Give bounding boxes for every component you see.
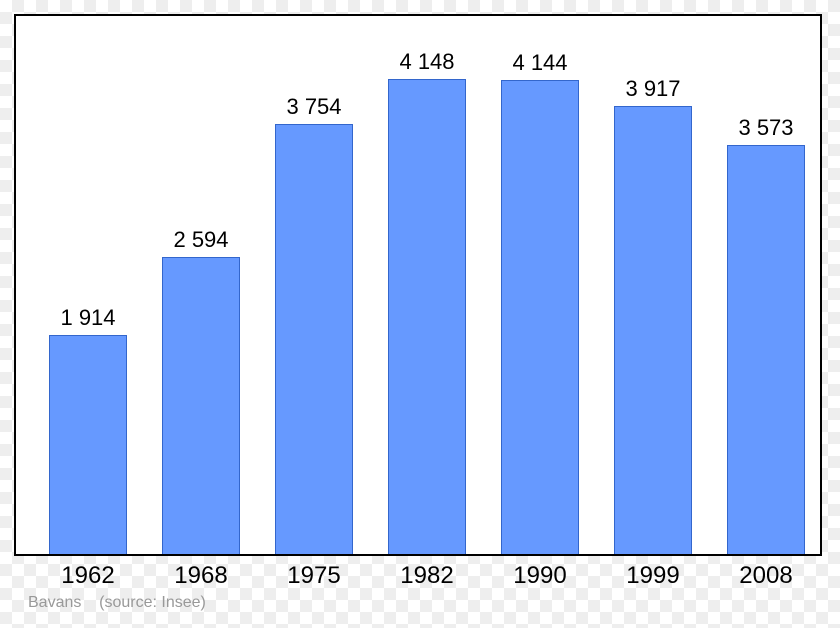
bar-value-label: 2 594	[141, 227, 261, 253]
bar	[49, 335, 127, 554]
x-axis-label: 2008	[706, 562, 826, 590]
bar	[614, 106, 692, 554]
bar	[727, 145, 805, 554]
x-axis-label: 1982	[367, 562, 487, 590]
x-axis-label: 1962	[28, 562, 148, 590]
bar-value-label: 3 754	[254, 94, 374, 120]
bar-value-label: 3 917	[593, 76, 713, 102]
bar	[275, 124, 353, 554]
x-axis-label: 1999	[593, 562, 713, 590]
bar-value-label: 4 148	[367, 49, 487, 75]
x-axis-label: 1990	[480, 562, 600, 590]
bar	[501, 80, 579, 554]
x-axis-label: 1968	[141, 562, 261, 590]
bar-value-label: 1 914	[28, 305, 148, 331]
chart-caption: Bavans (source: Insee)	[28, 594, 206, 612]
bar	[162, 257, 240, 554]
bar-value-label: 3 573	[706, 115, 826, 141]
bar-value-label: 4 144	[480, 50, 600, 76]
bar	[388, 79, 466, 554]
x-axis-label: 1975	[254, 562, 374, 590]
